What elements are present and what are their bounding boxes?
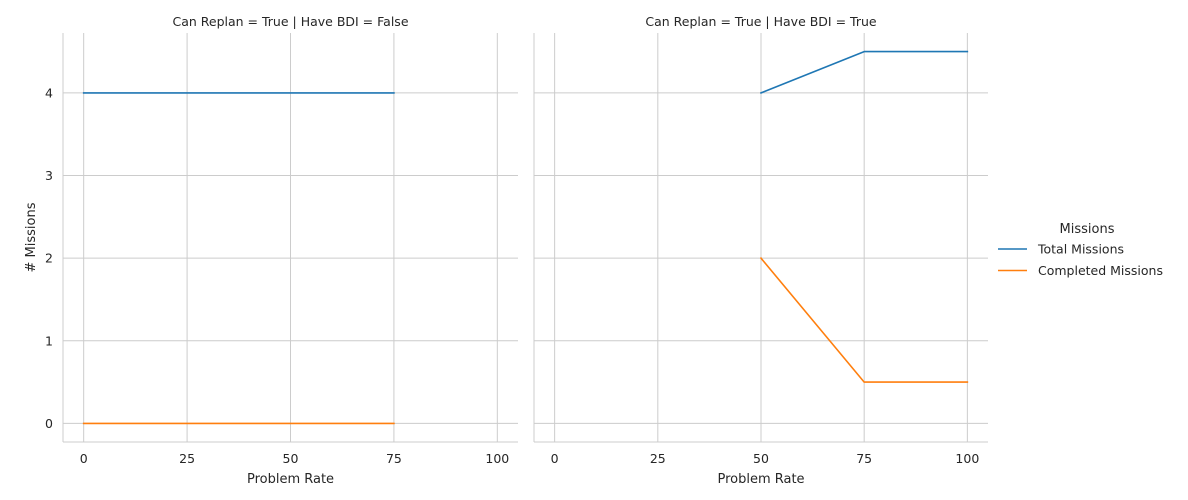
y-tick-label: 1 [45,333,53,348]
legend-title: Missions [1060,222,1115,237]
x-tick-label: 25 [179,451,195,466]
panel-title: Can Replan = True | Have BDI = False [172,14,408,29]
y-tick-label: 4 [45,85,53,100]
series-line-completed-missions [759,257,969,383]
y-tick-label: 2 [45,251,53,266]
x-axis-label: Problem Rate [717,472,804,487]
x-tick-label: 0 [551,451,559,466]
x-axis-label: Problem Rate [247,472,334,487]
x-tick-label: 0 [80,451,88,466]
x-tick-label: 25 [650,451,666,466]
panel-title: Can Replan = True | Have BDI = True [645,14,877,29]
series-line-total-missions [759,50,969,94]
y-axis-label: # Missions [24,202,39,272]
y-tick-label: 0 [45,416,53,431]
x-tick-label: 100 [485,451,509,466]
x-tick-label: 50 [283,451,299,466]
legend-label: Completed Missions [1038,263,1163,278]
x-tick-label: 50 [753,451,769,466]
x-tick-label: 75 [386,451,402,466]
x-tick-label: 75 [856,451,872,466]
legend-label: Total Missions [1037,242,1124,257]
x-tick-label: 100 [955,451,979,466]
y-tick-label: 3 [45,168,53,183]
